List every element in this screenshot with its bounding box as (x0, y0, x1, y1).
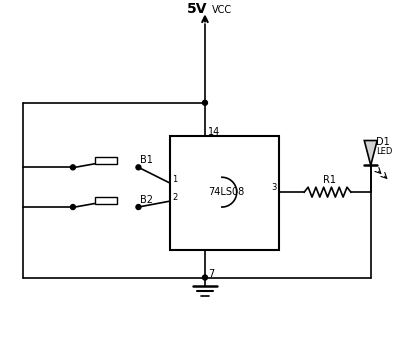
Text: 3: 3 (271, 183, 277, 192)
Circle shape (136, 165, 141, 170)
Text: B2: B2 (140, 195, 153, 205)
Text: 5V: 5V (187, 2, 208, 16)
Circle shape (136, 205, 141, 209)
Circle shape (203, 275, 207, 280)
Text: VCC: VCC (212, 6, 232, 15)
Circle shape (70, 165, 75, 170)
Circle shape (70, 205, 75, 209)
Text: LED: LED (376, 147, 392, 156)
Polygon shape (364, 141, 377, 165)
Bar (95, 157, 117, 164)
Text: 2: 2 (172, 193, 178, 202)
Text: 1: 1 (172, 175, 178, 184)
Circle shape (203, 100, 207, 105)
Bar (170, 135, 279, 250)
Text: R1: R1 (323, 175, 336, 185)
Text: 14: 14 (208, 127, 220, 136)
Text: 74LS08: 74LS08 (209, 187, 245, 197)
Bar (95, 197, 117, 204)
Text: 7: 7 (208, 268, 214, 279)
Text: B1: B1 (140, 155, 153, 165)
Text: D1: D1 (376, 138, 390, 148)
